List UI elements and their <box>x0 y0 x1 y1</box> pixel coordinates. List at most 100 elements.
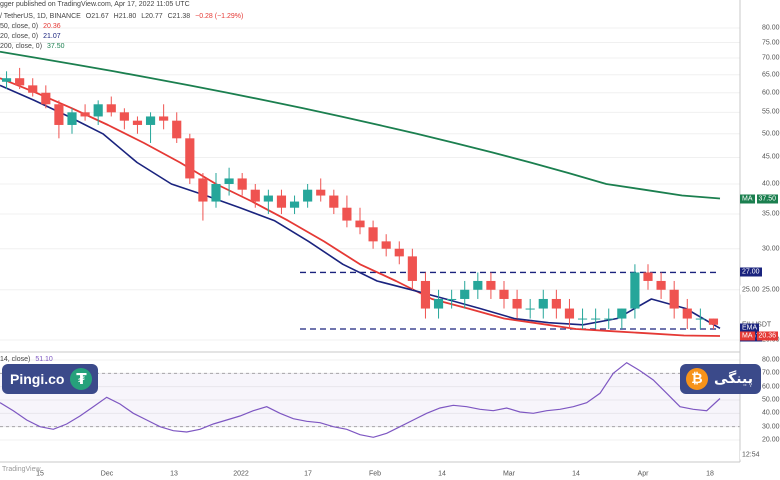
price-tag-value: 12:54 <box>740 450 762 460</box>
pingi-logo-text: Pingi.co <box>10 371 65 387</box>
symbol-line: / TetherUS, 1D, BINANCE O21.67 H21.80 L2… <box>0 12 243 21</box>
time-tick-label: Feb <box>368 470 382 478</box>
ma50-label: 50, close, 0) <box>0 23 39 30</box>
ma200-legend[interactable]: 200, close, 0) 37.50 <box>0 42 65 51</box>
candle-body <box>355 220 365 228</box>
candle-body <box>525 308 535 310</box>
candle-body <box>551 298 561 309</box>
price-tick-label: 75.00 <box>762 39 780 47</box>
candle-body <box>630 272 640 309</box>
ma200-path <box>0 50 721 200</box>
time-tick-label: 18 <box>706 470 714 478</box>
ma50-path <box>0 77 721 337</box>
price-tick-label: 35.00 <box>762 210 780 218</box>
rsi-tick-label: 20.00 <box>762 436 780 444</box>
price-tick-label: 65.00 <box>762 71 780 79</box>
candle-body <box>512 298 522 309</box>
time-tick-label: Mar <box>502 470 516 478</box>
ma50-line <box>0 77 721 337</box>
rsi-tick-label: 60.00 <box>762 383 780 391</box>
candle-body <box>54 104 64 125</box>
candle-body <box>263 195 273 202</box>
rsi-grid <box>0 359 740 441</box>
candle-body <box>250 189 260 202</box>
candle-body <box>106 104 116 113</box>
candle-body <box>80 112 90 117</box>
high-value: H21.80 <box>113 13 137 20</box>
candle-body <box>119 112 129 121</box>
price-tag-value: 25.00 <box>740 285 762 295</box>
candle-body <box>15 78 25 86</box>
candle-body <box>564 308 575 319</box>
candle-body <box>276 195 287 208</box>
candle-body <box>538 298 548 309</box>
candle-body <box>381 241 391 249</box>
ema20-path <box>0 84 721 329</box>
candle-body <box>289 201 300 208</box>
ma200-line <box>0 50 721 200</box>
time-tick-label: 17 <box>304 470 312 478</box>
candle-body <box>669 289 679 309</box>
ema20-legend[interactable]: 20, close, 0) 21.07 <box>0 32 61 41</box>
time-tick-label: 13 <box>170 470 178 478</box>
pingi-logo-right: ₿ پینگی <box>680 364 761 394</box>
pingi-logo-persian: پینگی <box>714 371 753 387</box>
tradingview-watermark: TradingView <box>2 466 41 473</box>
candle-body <box>93 104 103 117</box>
price-tag-key: MA <box>740 194 755 204</box>
candle-body <box>407 256 417 281</box>
price-tag: MA 20.36 <box>740 331 780 341</box>
price-tick-label: 30.00 <box>762 245 780 253</box>
rsi-label: 14, close) <box>0 356 31 363</box>
open-value: O21.67 <box>85 13 109 20</box>
ma50-legend[interactable]: 50, close, 0) 20.36 <box>0 22 61 31</box>
ema20-line <box>0 84 721 329</box>
candle-body <box>237 178 247 190</box>
price-tag: MA 37.50 <box>740 194 780 204</box>
candle-body <box>460 289 470 299</box>
price-tick-label: 55.00 <box>762 108 780 116</box>
candle-body <box>499 289 509 299</box>
change-value: −0.28 (−1.29%) <box>195 13 244 20</box>
price-tag-value: 20.36 <box>756 331 779 341</box>
price-tick-label: 50.00 <box>762 130 780 138</box>
price-tag-key: EMA <box>740 323 760 333</box>
candle-body <box>224 178 234 184</box>
candle-body <box>172 120 182 139</box>
candle-body <box>159 116 169 121</box>
candle-body <box>41 92 51 105</box>
time-tick-label: 15 <box>36 470 44 478</box>
candle-body <box>656 280 666 290</box>
bitcoin-icon: ₿ <box>686 368 708 390</box>
time-tick-label: Apr <box>637 470 649 478</box>
candle-body <box>1 78 12 82</box>
candle-body <box>591 318 601 320</box>
candle-body <box>695 318 705 320</box>
ema20-value: 21.07 <box>43 33 61 40</box>
ma200-value: 37.50 <box>46 43 65 50</box>
candle-body <box>185 138 195 179</box>
candle-body <box>132 120 143 125</box>
rsi-line <box>0 361 721 438</box>
candle-body <box>433 298 444 309</box>
rsi-legend[interactable]: 14, close) 51.10 <box>0 356 53 363</box>
candle-body <box>473 280 483 290</box>
candle-body <box>145 116 156 125</box>
price-tick-label: 25.00 <box>762 286 780 294</box>
candle-body <box>708 318 719 325</box>
close-value: C21.38 <box>167 13 191 20</box>
price-tag-value: 37.50 <box>756 194 779 204</box>
candles <box>1 67 719 330</box>
price-tick-label: 60.00 <box>762 89 780 97</box>
candle-body <box>198 178 208 202</box>
price-tag: 12:54 <box>740 450 780 460</box>
candle-body <box>368 227 378 242</box>
ma50-value: 20.36 <box>43 23 61 30</box>
rsi-tick-label: 70.00 <box>762 369 780 377</box>
price-tick-label: 70.00 <box>762 54 780 62</box>
price-tag-key: MA <box>740 331 755 341</box>
candle-body <box>604 318 614 320</box>
time-tick-label: 14 <box>438 470 446 478</box>
publish-text: gger published on TradingView.com, Apr 1… <box>0 1 190 8</box>
ma200-label: 200, close, 0) <box>0 43 43 50</box>
